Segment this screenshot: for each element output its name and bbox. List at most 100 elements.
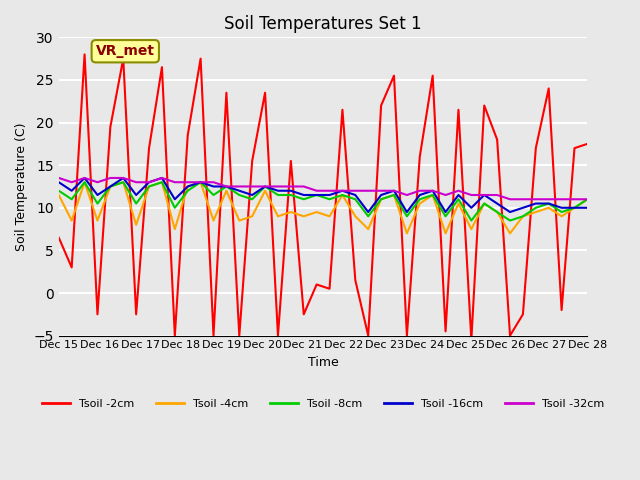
Tsoil -16cm — [326, 192, 333, 198]
Tsoil -4cm — [493, 209, 501, 215]
Tsoil -4cm — [364, 226, 372, 232]
Tsoil -8cm — [210, 192, 218, 198]
Tsoil -16cm — [196, 180, 204, 185]
Tsoil -8cm — [403, 214, 411, 219]
Tsoil -32cm — [557, 196, 565, 202]
Tsoil -16cm — [132, 192, 140, 198]
Tsoil -32cm — [81, 175, 88, 181]
Tsoil -32cm — [171, 180, 179, 185]
Tsoil -32cm — [545, 196, 552, 202]
Tsoil -2cm — [364, 333, 372, 338]
Tsoil -16cm — [493, 201, 501, 206]
Tsoil -8cm — [184, 188, 191, 193]
Tsoil -16cm — [274, 188, 282, 193]
Tsoil -8cm — [248, 196, 256, 202]
Tsoil -16cm — [158, 175, 166, 181]
Tsoil -4cm — [210, 218, 218, 224]
Tsoil -32cm — [377, 188, 385, 193]
Tsoil -8cm — [93, 201, 101, 206]
Tsoil -32cm — [158, 175, 166, 181]
Tsoil -4cm — [326, 214, 333, 219]
Tsoil -2cm — [454, 107, 462, 113]
Tsoil -32cm — [145, 180, 153, 185]
Tsoil -2cm — [93, 312, 101, 317]
Tsoil -32cm — [326, 188, 333, 193]
Title: Soil Temperatures Set 1: Soil Temperatures Set 1 — [224, 15, 422, 33]
Tsoil -2cm — [248, 158, 256, 164]
Tsoil -32cm — [390, 188, 398, 193]
Tsoil -16cm — [210, 184, 218, 190]
Tsoil -32cm — [248, 184, 256, 190]
Tsoil -16cm — [571, 205, 579, 211]
Tsoil -8cm — [351, 196, 359, 202]
Tsoil -8cm — [68, 196, 76, 202]
Tsoil -4cm — [313, 209, 321, 215]
Tsoil -2cm — [377, 103, 385, 108]
Tsoil -4cm — [274, 214, 282, 219]
Tsoil -2cm — [403, 333, 411, 338]
Tsoil -8cm — [519, 214, 527, 219]
Tsoil -4cm — [454, 201, 462, 206]
Line: Tsoil -4cm: Tsoil -4cm — [59, 182, 588, 233]
Tsoil -4cm — [145, 184, 153, 190]
Tsoil -32cm — [429, 188, 436, 193]
Tsoil -2cm — [326, 286, 333, 292]
Tsoil -2cm — [532, 145, 540, 151]
Tsoil -8cm — [274, 192, 282, 198]
Tsoil -4cm — [158, 180, 166, 185]
Tsoil -16cm — [81, 175, 88, 181]
Tsoil -4cm — [132, 222, 140, 228]
Tsoil -16cm — [532, 201, 540, 206]
Tsoil -32cm — [442, 192, 449, 198]
Tsoil -32cm — [132, 180, 140, 185]
Tsoil -16cm — [248, 192, 256, 198]
Tsoil -32cm — [364, 188, 372, 193]
Tsoil -4cm — [545, 205, 552, 211]
Tsoil -16cm — [55, 180, 63, 185]
Tsoil -2cm — [584, 141, 591, 147]
Tsoil -8cm — [467, 218, 475, 224]
Tsoil -8cm — [442, 214, 449, 219]
Tsoil -8cm — [339, 192, 346, 198]
Tsoil -8cm — [584, 196, 591, 202]
Tsoil -4cm — [339, 192, 346, 198]
Tsoil -2cm — [196, 56, 204, 61]
Tsoil -4cm — [481, 201, 488, 206]
Tsoil -32cm — [68, 180, 76, 185]
Tsoil -8cm — [364, 214, 372, 219]
Tsoil -8cm — [287, 192, 294, 198]
Tsoil -2cm — [493, 137, 501, 143]
Tsoil -32cm — [339, 188, 346, 193]
Tsoil -16cm — [545, 201, 552, 206]
Tsoil -32cm — [210, 180, 218, 185]
Tsoil -4cm — [196, 180, 204, 185]
Line: Tsoil -8cm: Tsoil -8cm — [59, 182, 588, 221]
Tsoil -2cm — [81, 51, 88, 57]
Tsoil -4cm — [236, 218, 243, 224]
Tsoil -8cm — [377, 196, 385, 202]
Tsoil -32cm — [300, 184, 308, 190]
Tsoil -8cm — [106, 184, 114, 190]
Tsoil -32cm — [454, 188, 462, 193]
Tsoil -16cm — [557, 205, 565, 211]
Tsoil -2cm — [467, 337, 475, 343]
Tsoil -4cm — [557, 214, 565, 219]
Tsoil -16cm — [442, 209, 449, 215]
Tsoil -8cm — [132, 201, 140, 206]
Tsoil -2cm — [55, 235, 63, 240]
Tsoil -4cm — [390, 192, 398, 198]
Tsoil -4cm — [120, 180, 127, 185]
Tsoil -8cm — [236, 192, 243, 198]
Tsoil -2cm — [158, 64, 166, 70]
Tsoil -32cm — [584, 196, 591, 202]
Tsoil -2cm — [429, 73, 436, 79]
Line: Tsoil -32cm: Tsoil -32cm — [59, 178, 588, 199]
Tsoil -4cm — [261, 188, 269, 193]
Tsoil -8cm — [390, 192, 398, 198]
Tsoil -8cm — [416, 196, 424, 202]
Tsoil -32cm — [403, 192, 411, 198]
Tsoil -2cm — [274, 333, 282, 338]
Tsoil -4cm — [248, 214, 256, 219]
Tsoil -32cm — [313, 188, 321, 193]
Tsoil -4cm — [429, 192, 436, 198]
